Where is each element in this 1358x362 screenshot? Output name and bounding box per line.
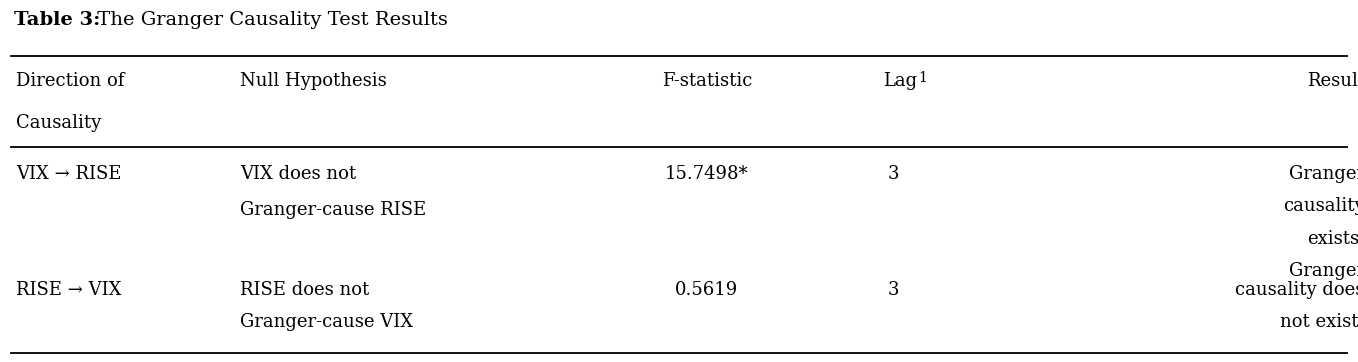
Text: Causality: Causality	[16, 114, 102, 132]
Text: Granger: Granger	[1289, 165, 1358, 183]
Text: 15.7498*: 15.7498*	[665, 165, 748, 183]
Text: Direction of: Direction of	[16, 72, 125, 90]
Text: Result: Result	[1306, 72, 1358, 90]
Text: causality does: causality does	[1236, 281, 1358, 299]
Text: F-statistic: F-statistic	[661, 72, 752, 90]
Text: exists.: exists.	[1306, 230, 1358, 248]
Text: not exist.: not exist.	[1281, 313, 1358, 331]
Text: Granger-cause RISE: Granger-cause RISE	[240, 201, 426, 219]
Text: VIX does not: VIX does not	[240, 165, 357, 183]
Text: 3: 3	[888, 165, 899, 183]
Text: Lag: Lag	[883, 72, 917, 90]
Text: 3: 3	[888, 281, 899, 299]
Text: 0.5619: 0.5619	[675, 281, 739, 299]
Text: Granger-cause VIX: Granger-cause VIX	[240, 313, 413, 331]
Text: causality: causality	[1283, 197, 1358, 215]
Text: The Granger Causality Test Results: The Granger Causality Test Results	[91, 11, 448, 29]
Text: Table 3:: Table 3:	[14, 11, 100, 29]
Text: Null Hypothesis: Null Hypothesis	[240, 72, 387, 90]
Text: RISE does not: RISE does not	[240, 281, 369, 299]
Text: 1: 1	[918, 71, 928, 85]
Text: RISE → VIX: RISE → VIX	[16, 281, 122, 299]
Text: Granger: Granger	[1289, 262, 1358, 281]
Text: VIX → RISE: VIX → RISE	[16, 165, 122, 183]
